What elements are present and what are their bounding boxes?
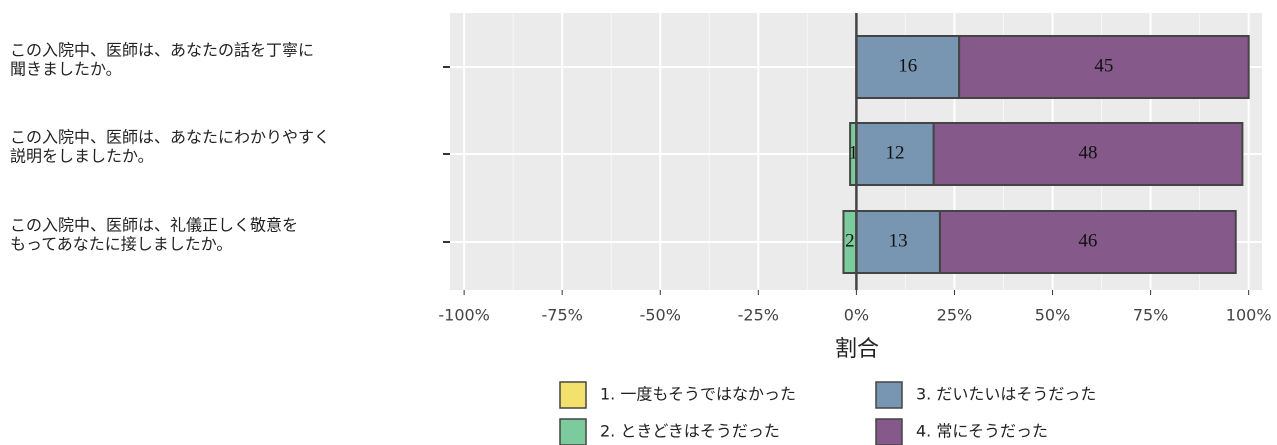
legend-swatch: [559, 381, 587, 409]
y-tick-label: この入院中、医師は、礼儀正しく敬意を: [10, 216, 298, 235]
legend-swatch: [875, 381, 903, 409]
legend-swatch: [559, 418, 587, 445]
x-tick-label: 0%: [844, 306, 869, 325]
legend-swatch: [875, 418, 903, 445]
bar-segment: [855, 210, 941, 274]
bar-segment: [855, 122, 935, 186]
data-label: 1: [849, 142, 859, 163]
x-tick-label: 25%: [937, 306, 973, 325]
x-tick-label: -25%: [738, 306, 779, 325]
data-label: 46: [1078, 230, 1097, 251]
data-label: 16: [898, 55, 917, 76]
data-label: 13: [889, 230, 908, 251]
x-tick-label: 100%: [1226, 306, 1272, 325]
y-tick-label: もってあなたに接しましたか。: [10, 235, 232, 254]
legend-label: 2. ときどきはそうだった: [600, 422, 780, 441]
legend-label: 1. 一度もそうではなかった: [600, 385, 796, 404]
bar-segment: [932, 122, 1244, 186]
y-tick-label: 説明をしましたか。: [10, 147, 154, 166]
bar-segment: [938, 210, 1237, 274]
x-tick-label: 75%: [1133, 306, 1169, 325]
y-tick-label: 聞きましたか。: [10, 60, 122, 79]
x-tick-label: 50%: [1035, 306, 1071, 325]
data-label: 12: [886, 142, 905, 163]
x-tick-label: -75%: [542, 306, 583, 325]
legend-label: 4. 常にそうだった: [916, 422, 1048, 441]
y-tick-label: この入院中、医師は、あなたにわかりやすく: [10, 128, 330, 147]
y-tick-label: この入院中、医師は、あなたの話を丁寧に: [10, 41, 314, 60]
data-label: 48: [1079, 142, 1098, 163]
data-label: 45: [1094, 55, 1113, 76]
bar-segment: [958, 35, 1250, 99]
data-label: 2: [845, 230, 855, 251]
x-tick-label: -50%: [640, 306, 681, 325]
x-axis-label: 割合: [835, 337, 879, 362]
x-tick-label: -100%: [438, 306, 490, 325]
legend-label: 3. だいたいはそうだった: [916, 385, 1096, 404]
